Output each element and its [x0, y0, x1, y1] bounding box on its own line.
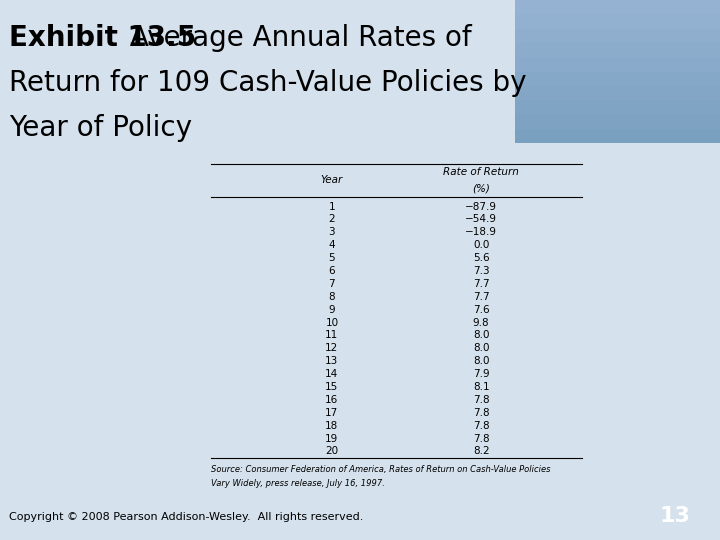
- Text: 0.0: 0.0: [473, 240, 490, 250]
- Text: Exhibit 13.5: Exhibit 13.5: [9, 24, 197, 52]
- Text: 5: 5: [328, 253, 336, 263]
- Text: Average Annual Rates of: Average Annual Rates of: [121, 24, 472, 52]
- Text: 7.8: 7.8: [473, 434, 490, 443]
- Text: 7.8: 7.8: [473, 421, 490, 431]
- Text: 16: 16: [325, 395, 338, 405]
- Text: 7.7: 7.7: [473, 279, 490, 289]
- Text: 3: 3: [328, 227, 336, 238]
- Text: 8.2: 8.2: [473, 447, 490, 456]
- Text: 7.6: 7.6: [473, 305, 490, 315]
- Text: Copyright © 2008 Pearson Addison-Wesley.  All rights reserved.: Copyright © 2008 Pearson Addison-Wesley.…: [9, 512, 364, 522]
- Text: 8.1: 8.1: [473, 382, 490, 392]
- Bar: [515, 0, 720, 14]
- Bar: [515, 86, 720, 100]
- Text: 7.9: 7.9: [473, 369, 490, 379]
- Text: Year: Year: [321, 176, 343, 185]
- Text: 17: 17: [325, 408, 338, 418]
- Text: 20: 20: [325, 447, 338, 456]
- Text: Source: Consumer Federation of America, Rates of Return on Cash-Value Policies: Source: Consumer Federation of America, …: [211, 464, 551, 474]
- Bar: [515, 15, 720, 29]
- Text: 11: 11: [325, 330, 338, 340]
- Bar: [515, 29, 720, 43]
- Text: 4: 4: [328, 240, 336, 250]
- Text: 19: 19: [325, 434, 338, 443]
- Bar: [515, 114, 720, 129]
- Bar: [515, 43, 720, 57]
- Text: Rate of Return: Rate of Return: [444, 167, 519, 177]
- Text: (%): (%): [472, 184, 490, 193]
- Text: 7.8: 7.8: [473, 395, 490, 405]
- Text: 9.8: 9.8: [473, 318, 490, 328]
- Text: 5.6: 5.6: [473, 253, 490, 263]
- Text: 14: 14: [325, 369, 338, 379]
- Text: 18: 18: [325, 421, 338, 431]
- Bar: [515, 129, 720, 143]
- Text: 6: 6: [328, 266, 336, 276]
- Bar: [515, 100, 720, 114]
- Text: 13: 13: [325, 356, 338, 366]
- Text: 7.7: 7.7: [473, 292, 490, 302]
- Text: −54.9: −54.9: [465, 214, 497, 225]
- Text: 7.3: 7.3: [473, 266, 490, 276]
- Text: 8.0: 8.0: [473, 330, 490, 340]
- Text: 13: 13: [660, 505, 690, 526]
- Text: 7.8: 7.8: [473, 408, 490, 418]
- Text: 10: 10: [325, 318, 338, 328]
- Text: −87.9: −87.9: [465, 201, 497, 212]
- Text: Year of Policy: Year of Policy: [9, 114, 192, 142]
- Text: 15: 15: [325, 382, 338, 392]
- Text: 2: 2: [328, 214, 336, 225]
- Text: 8: 8: [328, 292, 336, 302]
- Text: Return for 109 Cash-Value Policies by: Return for 109 Cash-Value Policies by: [9, 69, 527, 97]
- Text: 8.0: 8.0: [473, 356, 490, 366]
- Bar: [515, 71, 720, 86]
- Text: 7: 7: [328, 279, 336, 289]
- Text: 8.0: 8.0: [473, 343, 490, 353]
- Bar: [515, 57, 720, 71]
- Text: 1: 1: [328, 201, 336, 212]
- Text: 12: 12: [325, 343, 338, 353]
- Text: 9: 9: [328, 305, 336, 315]
- Text: −18.9: −18.9: [465, 227, 497, 238]
- Text: Vary Widely, press release, July 16, 1997.: Vary Widely, press release, July 16, 199…: [211, 480, 384, 488]
